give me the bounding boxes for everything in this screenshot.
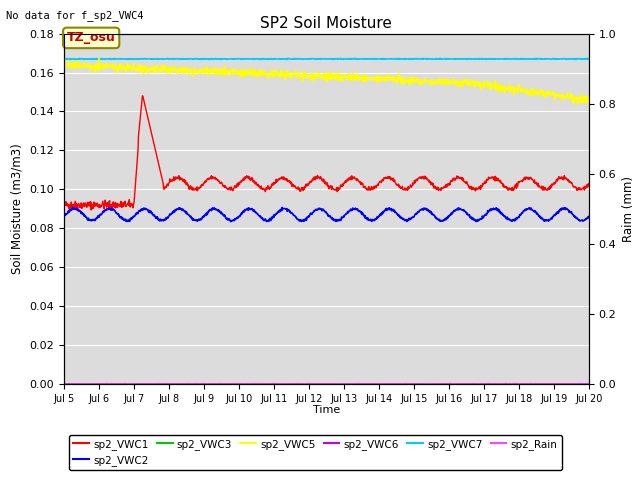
sp2_VWC6 <box>585 381 593 387</box>
Line: sp2_VWC7: sp2_VWC7 <box>64 58 589 60</box>
sp2_VWC1 <box>408 182 416 188</box>
sp2_VWC1 <box>585 182 593 188</box>
Line: sp2_VWC1: sp2_VWC1 <box>64 96 589 210</box>
sp2_VWC3 <box>236 381 243 387</box>
sp2_VWC2 <box>227 219 234 225</box>
Y-axis label: Raim (mm): Raim (mm) <box>622 176 635 242</box>
sp2_VWC1 <box>139 93 147 99</box>
sp2_Rain <box>523 381 531 387</box>
Line: sp2_VWC5: sp2_VWC5 <box>64 59 589 104</box>
sp2_VWC1 <box>236 180 244 185</box>
sp2_VWC7 <box>477 56 484 62</box>
Text: No data for f_sp2_VWC4: No data for f_sp2_VWC4 <box>6 10 144 21</box>
sp2_VWC2 <box>236 214 244 219</box>
sp2_VWC6 <box>143 382 151 387</box>
sp2_VWC5 <box>523 90 531 96</box>
sp2_Rain <box>164 381 172 387</box>
sp2_VWC6 <box>164 381 172 387</box>
sp2_VWC7 <box>164 56 172 61</box>
sp2_VWC6 <box>408 381 416 387</box>
sp2_VWC6 <box>60 381 68 387</box>
sp2_VWC2 <box>408 215 416 220</box>
sp2_VWC3 <box>523 381 531 387</box>
Line: sp2_VWC2: sp2_VWC2 <box>64 207 589 222</box>
sp2_VWC5 <box>95 56 103 61</box>
sp2_Rain <box>585 381 593 387</box>
sp2_VWC5 <box>164 66 172 72</box>
sp2_VWC6 <box>477 381 484 386</box>
Legend: sp2_VWC1, sp2_VWC2, sp2_VWC3, sp2_VWC5, sp2_VWC6, sp2_VWC7, sp2_Rain: sp2_VWC1, sp2_VWC2, sp2_VWC3, sp2_VWC5, … <box>69 435 562 470</box>
sp2_VWC6 <box>236 381 244 387</box>
sp2_Rain <box>177 381 184 387</box>
sp2_Rain <box>236 381 243 387</box>
sp2_VWC2 <box>164 215 172 221</box>
sp2_VWC2 <box>524 206 531 212</box>
sp2_VWC5 <box>236 70 244 75</box>
sp2_VWC7 <box>236 56 243 61</box>
sp2_VWC2 <box>278 204 286 210</box>
sp2_VWC3 <box>585 381 593 387</box>
sp2_VWC7 <box>524 56 531 62</box>
sp2_VWC1 <box>177 176 185 182</box>
sp2_VWC1 <box>165 180 173 186</box>
X-axis label: Time: Time <box>313 405 340 415</box>
sp2_VWC1 <box>477 182 484 188</box>
sp2_VWC5 <box>573 101 581 107</box>
Y-axis label: Soil Moisture (m3/m3): Soil Moisture (m3/m3) <box>11 144 24 274</box>
sp2_VWC1 <box>524 176 531 181</box>
sp2_VWC5 <box>177 68 185 74</box>
sp2_VWC2 <box>477 216 484 222</box>
sp2_VWC6 <box>524 381 531 387</box>
sp2_VWC1 <box>87 207 95 213</box>
Text: TZ_osu: TZ_osu <box>67 31 116 44</box>
sp2_VWC3 <box>177 381 184 387</box>
sp2_VWC3 <box>60 381 68 387</box>
sp2_Rain <box>476 381 484 387</box>
sp2_VWC5 <box>60 61 68 67</box>
sp2_Rain <box>408 381 415 387</box>
sp2_VWC3 <box>476 381 484 387</box>
sp2_VWC7 <box>408 56 416 62</box>
sp2_VWC5 <box>408 78 416 84</box>
sp2_VWC7 <box>177 56 184 61</box>
sp2_VWC6 <box>177 381 185 387</box>
sp2_VWC7 <box>585 56 593 62</box>
sp2_VWC7 <box>337 55 344 61</box>
Title: SP2 Soil Moisture: SP2 Soil Moisture <box>260 16 392 31</box>
sp2_VWC7 <box>257 57 265 62</box>
sp2_VWC3 <box>408 381 415 387</box>
sp2_VWC6 <box>502 381 510 386</box>
sp2_VWC3 <box>164 381 172 387</box>
sp2_VWC7 <box>60 56 68 62</box>
sp2_VWC2 <box>585 214 593 219</box>
sp2_VWC2 <box>177 206 184 212</box>
sp2_VWC5 <box>585 94 593 100</box>
sp2_VWC5 <box>477 79 484 85</box>
sp2_VWC1 <box>60 201 68 207</box>
sp2_Rain <box>60 381 68 387</box>
sp2_VWC2 <box>60 214 68 219</box>
